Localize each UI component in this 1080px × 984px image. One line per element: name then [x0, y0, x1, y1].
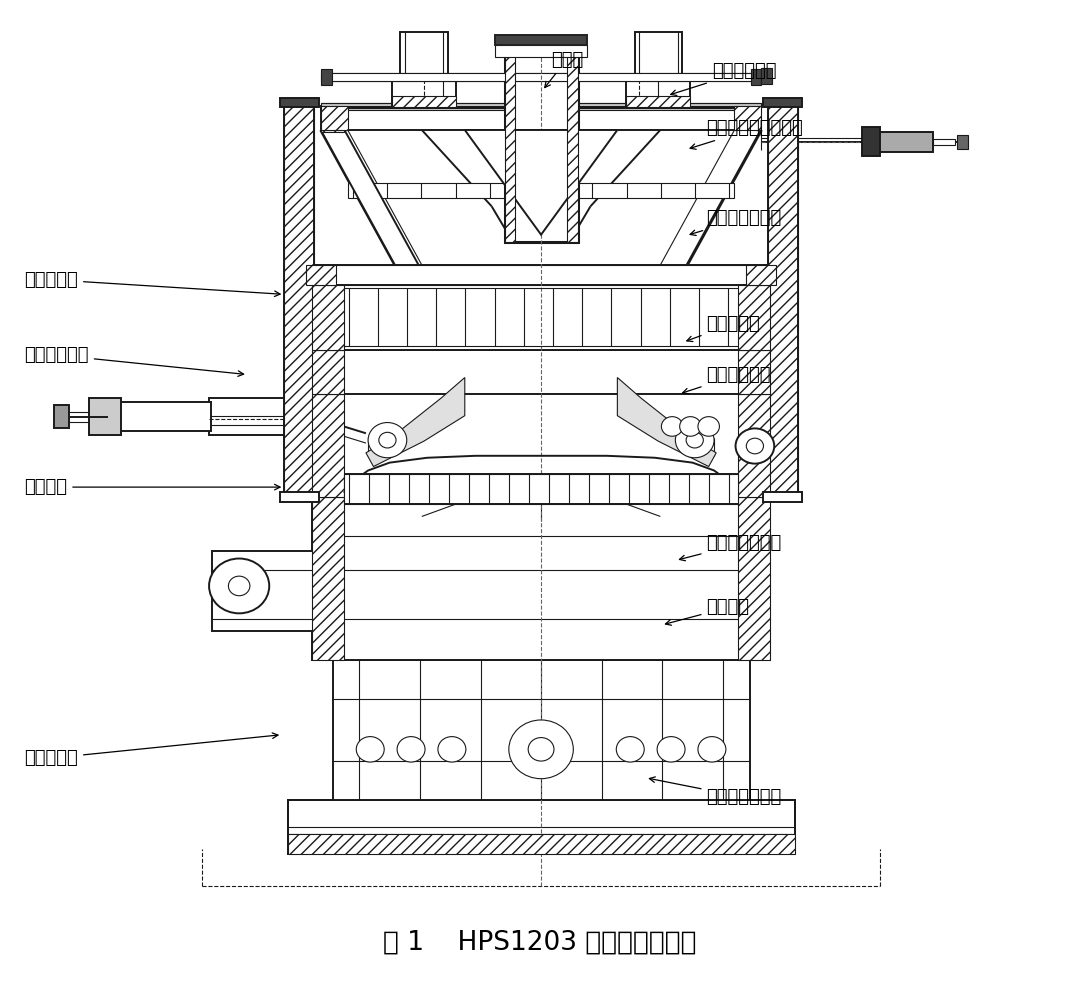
Bar: [626, 76, 690, 107]
Text: 行星齿轮减速箱: 行星齿轮减速箱: [649, 777, 782, 806]
Polygon shape: [321, 130, 419, 265]
Bar: [312, 284, 770, 350]
Bar: [287, 800, 795, 854]
Text: 落煤管: 落煤管: [544, 50, 583, 88]
Bar: [746, 265, 777, 284]
Text: 图 1    HPS1203 磨煤机内部结构: 图 1 HPS1203 磨煤机内部结构: [383, 929, 697, 955]
Text: 磨碗和叶轮装置: 磨碗和叶轮装置: [679, 534, 782, 561]
Bar: [312, 350, 770, 395]
Text: 侧机体装置: 侧机体装置: [24, 733, 278, 768]
Bar: [635, 32, 681, 76]
Bar: [333, 660, 750, 800]
Circle shape: [661, 416, 683, 436]
Bar: [879, 132, 933, 152]
Bar: [862, 127, 879, 156]
Bar: [321, 130, 345, 132]
Bar: [321, 69, 332, 85]
Bar: [495, 35, 588, 45]
Bar: [401, 32, 447, 76]
Bar: [751, 69, 761, 85]
Circle shape: [437, 737, 465, 762]
Bar: [626, 95, 690, 107]
Circle shape: [746, 438, 764, 454]
Bar: [738, 497, 770, 660]
Bar: [504, 39, 578, 242]
Text: 排出阀与多出口装置: 排出阀与多出口装置: [690, 119, 804, 150]
Bar: [89, 399, 121, 435]
Bar: [504, 39, 515, 242]
Polygon shape: [464, 130, 618, 234]
Circle shape: [698, 416, 719, 436]
Bar: [392, 95, 456, 107]
Circle shape: [698, 737, 726, 762]
Bar: [306, 265, 777, 284]
Bar: [567, 39, 578, 242]
Bar: [287, 800, 795, 854]
Text: 分离器顶盖装置: 分离器顶盖装置: [690, 209, 782, 235]
Text: 分离器体装置: 分离器体装置: [683, 366, 771, 394]
Bar: [764, 492, 802, 502]
Bar: [54, 405, 69, 428]
Bar: [348, 183, 734, 199]
Bar: [312, 395, 345, 497]
Text: 出口气封系统: 出口气封系统: [671, 62, 777, 95]
Bar: [321, 102, 761, 110]
Circle shape: [735, 428, 774, 463]
Bar: [957, 135, 968, 149]
Circle shape: [210, 559, 269, 613]
Circle shape: [356, 737, 384, 762]
Circle shape: [368, 422, 407, 458]
Bar: [312, 350, 345, 395]
Bar: [768, 105, 798, 497]
Bar: [284, 105, 314, 497]
Bar: [287, 834, 795, 854]
Circle shape: [657, 737, 685, 762]
Circle shape: [617, 737, 645, 762]
Bar: [108, 402, 212, 431]
Bar: [392, 76, 456, 107]
Bar: [312, 497, 345, 660]
Polygon shape: [618, 378, 716, 466]
Circle shape: [675, 422, 714, 458]
Circle shape: [686, 432, 703, 448]
Circle shape: [679, 416, 701, 436]
Bar: [210, 399, 316, 435]
Text: 磨辊装置: 磨辊装置: [24, 478, 280, 496]
Bar: [764, 97, 802, 107]
Bar: [734, 105, 761, 130]
Text: 倒锥体装置: 倒锥体装置: [687, 315, 760, 341]
Bar: [933, 139, 955, 145]
Bar: [280, 97, 319, 107]
Bar: [761, 68, 772, 84]
Bar: [312, 497, 770, 660]
Circle shape: [379, 432, 396, 448]
Bar: [768, 105, 798, 497]
Text: 内锥体装置: 内锥体装置: [24, 271, 280, 296]
Circle shape: [509, 720, 573, 778]
Bar: [321, 105, 761, 130]
Bar: [738, 350, 770, 395]
Bar: [738, 395, 770, 497]
Bar: [345, 474, 738, 504]
Bar: [321, 105, 348, 130]
Bar: [284, 105, 314, 497]
Bar: [280, 492, 319, 502]
Circle shape: [528, 738, 554, 761]
Polygon shape: [366, 378, 464, 466]
Bar: [306, 265, 336, 284]
Circle shape: [228, 577, 249, 595]
Bar: [213, 551, 315, 631]
Bar: [738, 284, 770, 350]
Text: 刮板装置: 刮板装置: [665, 598, 750, 625]
Text: 弹簧加载装置: 弹簧加载装置: [24, 346, 244, 376]
Bar: [321, 73, 761, 81]
Bar: [495, 45, 588, 57]
Circle shape: [397, 737, 426, 762]
Bar: [312, 284, 345, 350]
